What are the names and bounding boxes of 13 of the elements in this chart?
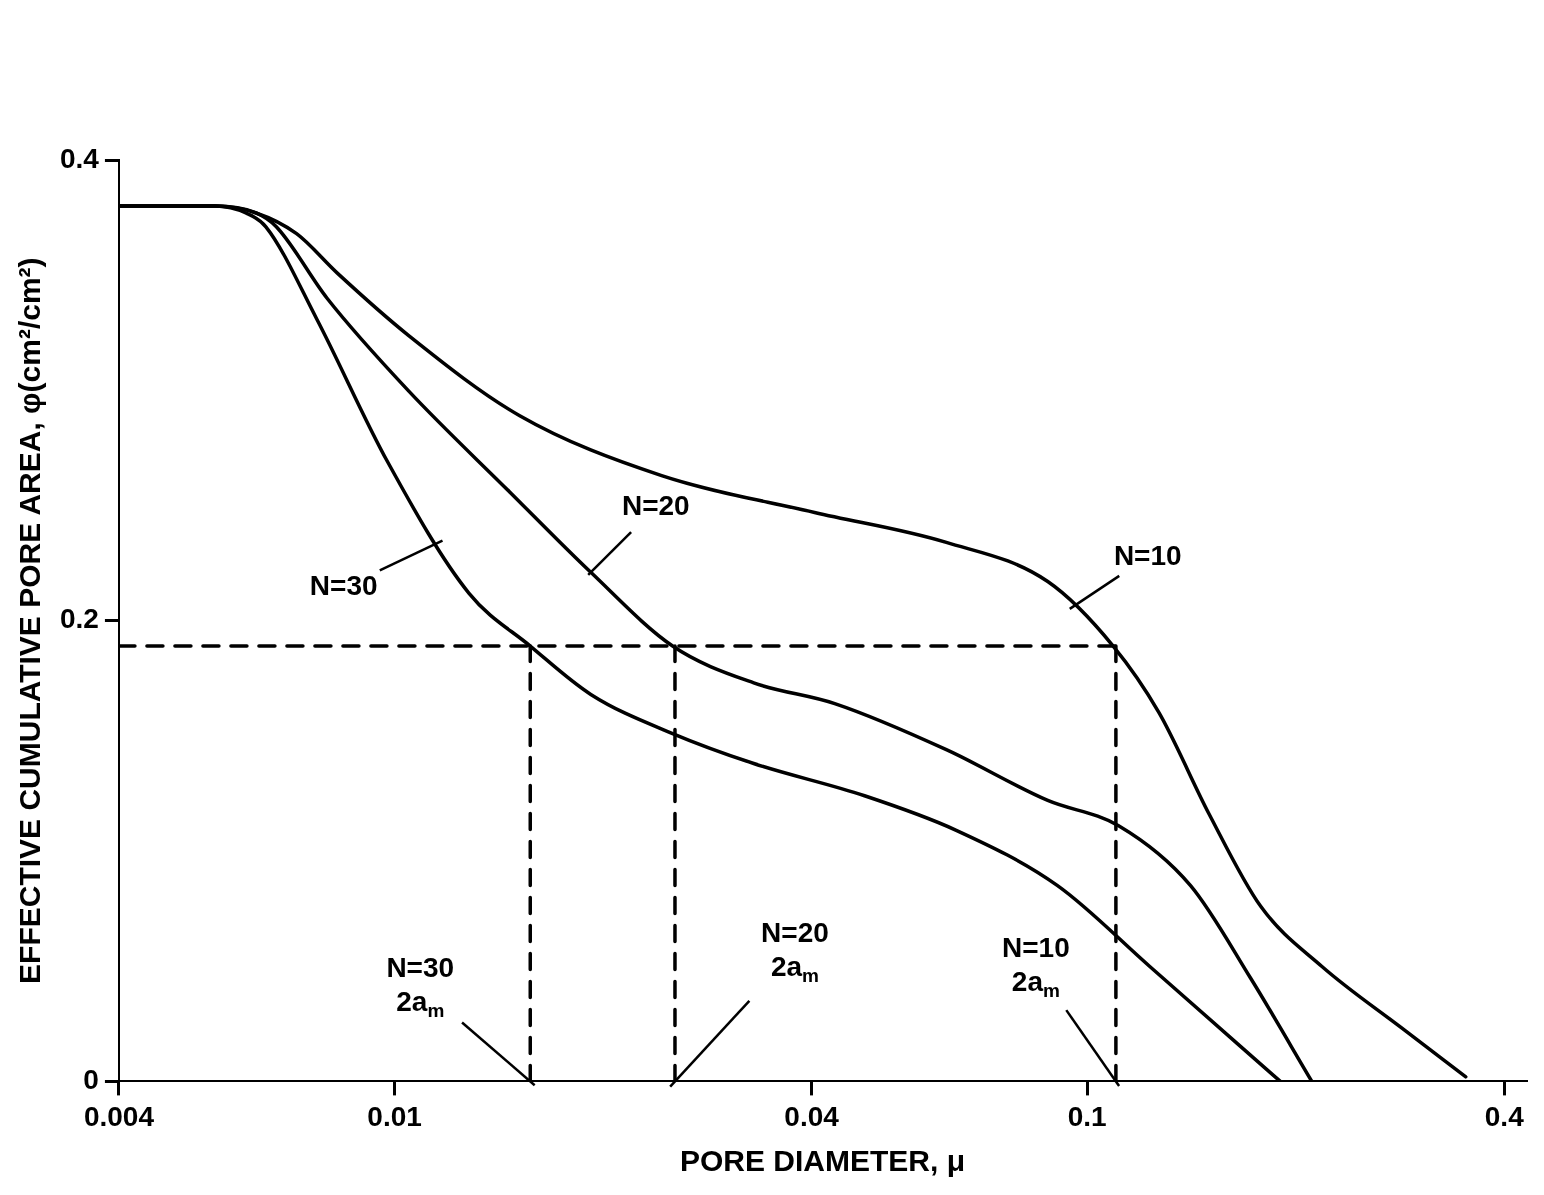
- x-tick-label: 0.01: [367, 1100, 422, 1132]
- y-tick-label: 0.2: [59, 603, 99, 635]
- x-tick-label: 0.1: [1067, 1100, 1107, 1132]
- x-tick-label: 0.4: [1484, 1100, 1525, 1132]
- annotation: N=20: [621, 490, 690, 522]
- x-axis-title: PORE DIAMETER, μ: [679, 1144, 965, 1178]
- y-tick-label: 0.4: [59, 142, 100, 174]
- x-tick-label: 0.04: [784, 1100, 840, 1132]
- y-axis-title: EFFECTIVE CUMULATIVE PORE AREA, φ(cm²/cm²): [13, 257, 47, 984]
- annotation: N=30: [309, 570, 378, 602]
- x-tick-label: 0.004: [83, 1100, 155, 1132]
- annotation: N=10: [1113, 539, 1182, 571]
- y-tick-label: 0: [83, 1064, 99, 1096]
